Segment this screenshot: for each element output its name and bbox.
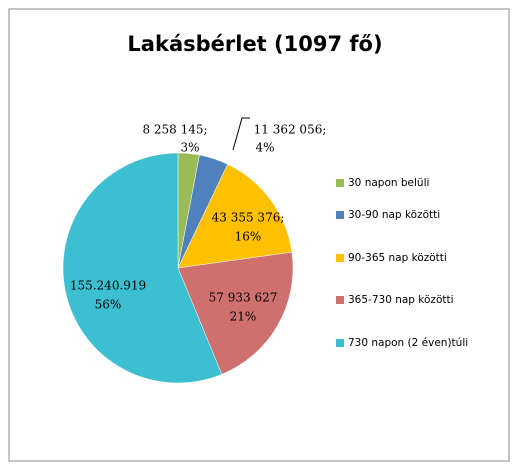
data-label: 11 362 056; — [254, 123, 327, 137]
pie-slice — [177, 251, 294, 375]
data-label: 8 258 145; — [142, 123, 207, 137]
legend-label: 90-365 nap közötti — [348, 252, 447, 264]
leader-line — [232, 117, 250, 151]
legend-swatch — [336, 339, 344, 347]
legend-label: 30 napon belüli — [348, 177, 429, 189]
data-label: 155.240.919 — [70, 279, 146, 293]
legend-label: 30-90 nap közötti — [348, 209, 440, 221]
legend-swatch — [336, 211, 344, 219]
data-label-percent: 4% — [255, 141, 274, 155]
data-label-percent: 16% — [235, 230, 262, 244]
pie-slice — [177, 163, 293, 269]
legend-label: 365-730 nap közötti — [348, 294, 454, 306]
pie-slice — [62, 152, 223, 384]
legend-swatch — [336, 254, 344, 262]
legend-label: 730 napon (2 éven)túli — [348, 337, 468, 349]
chart-title: Lakásbérlet (1097 fő) — [127, 32, 382, 56]
data-label-percent: 56% — [95, 298, 122, 312]
data-label: 43 355 376; — [212, 211, 285, 225]
legend-swatch — [336, 179, 344, 187]
data-label-percent: 21% — [230, 310, 257, 324]
legend-swatch — [336, 296, 344, 304]
data-label: 57 933 627 — [209, 291, 278, 305]
data-label-percent: 3% — [180, 141, 199, 155]
